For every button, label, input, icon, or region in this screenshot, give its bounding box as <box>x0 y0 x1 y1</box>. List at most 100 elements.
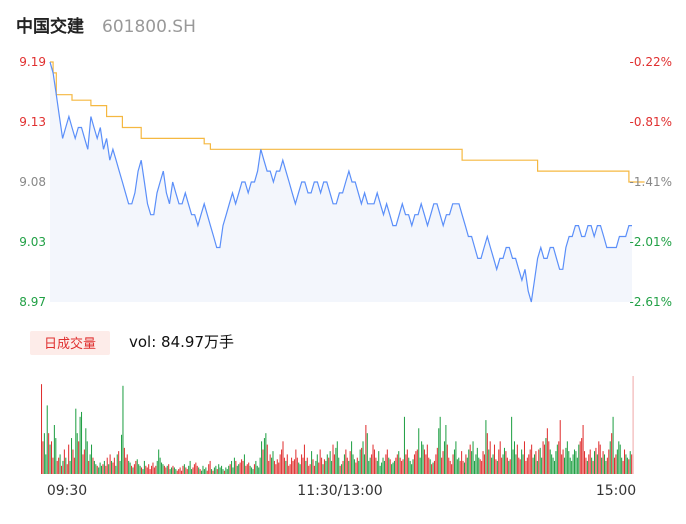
volume-bar <box>429 459 431 474</box>
volume-bar <box>256 465 258 474</box>
volume-bar <box>371 454 373 474</box>
volume-bar <box>235 460 237 474</box>
volume-bar <box>45 454 47 474</box>
volume-bar <box>112 462 114 474</box>
volume-bar <box>271 457 273 474</box>
volume-bar <box>275 464 277 474</box>
volume-bar <box>283 457 285 474</box>
volume-bar <box>552 457 554 474</box>
volume-bar <box>395 457 397 474</box>
volume-bar <box>291 457 293 474</box>
volume-bar <box>96 465 98 474</box>
pct-tick-5: -2.61% <box>630 295 672 309</box>
volume-bar <box>603 454 606 474</box>
volume-bar <box>402 459 404 474</box>
volume-bar <box>391 464 393 474</box>
volume-bar <box>228 465 230 474</box>
volume-bar <box>518 457 520 474</box>
volume-bar <box>321 457 323 474</box>
volume-bar <box>233 457 235 474</box>
volume-bar <box>533 454 536 474</box>
volume-bar <box>136 459 138 474</box>
volume-bar <box>43 433 45 474</box>
volume-bar <box>398 451 400 474</box>
volume-bar <box>89 454 91 474</box>
volume-bar <box>375 457 377 474</box>
volume-bar <box>206 470 208 474</box>
volume-bar <box>388 457 390 474</box>
volume-bar <box>42 441 44 474</box>
volume-bar <box>569 457 571 474</box>
volume-bar <box>221 465 223 474</box>
volume-bar <box>502 454 504 474</box>
volume-bar <box>253 464 255 474</box>
volume-bar <box>249 465 251 474</box>
volume-bar <box>426 444 428 474</box>
volume-bar <box>109 454 111 474</box>
volume-bar <box>428 457 430 474</box>
price-tick-1: 9.19 <box>19 55 46 69</box>
volume-bar <box>339 465 341 474</box>
volume-bar <box>549 449 551 474</box>
volume-bar <box>146 467 148 474</box>
volume-tab-label[interactable]: 日成交量 <box>44 336 96 352</box>
volume-bar <box>611 433 613 474</box>
volume-bar <box>203 469 205 474</box>
volume-bar <box>268 460 270 474</box>
volume-bar <box>559 420 561 474</box>
avg-price-line <box>50 61 645 183</box>
volume-bar <box>225 467 227 474</box>
volume-bar <box>142 469 144 474</box>
volume-bar <box>624 449 626 474</box>
volume-tab-bg[interactable] <box>30 331 110 355</box>
volume-bar <box>553 460 556 474</box>
volume-bar <box>423 449 425 474</box>
volume-bar <box>373 449 375 474</box>
volume-bar <box>418 428 420 474</box>
volume-bar <box>92 457 94 474</box>
volume-bar <box>53 425 55 474</box>
volume-bar <box>108 464 110 474</box>
time-label-open: 09:30 <box>47 483 87 499</box>
volume-bar <box>322 464 324 474</box>
volume-bar <box>614 457 616 474</box>
volume-bar <box>102 464 104 474</box>
volume-bar <box>61 465 63 474</box>
volume-bar <box>579 441 581 474</box>
volume-bar <box>72 449 74 474</box>
volume-bar <box>413 454 415 474</box>
volume-bar <box>546 428 548 474</box>
volume-bar <box>522 454 524 474</box>
volume-bar <box>212 470 214 474</box>
volume-bar <box>91 444 93 474</box>
volume-bar <box>596 454 598 474</box>
volume-bar <box>296 457 298 474</box>
volume-bar <box>158 449 160 474</box>
stock-name: 中国交建 <box>16 16 84 37</box>
volume-bar <box>248 462 250 474</box>
volume-bar <box>105 465 107 474</box>
volume-bar <box>548 441 550 474</box>
volume-bar <box>439 416 441 474</box>
volume-bar <box>562 449 564 474</box>
volume-bar <box>473 460 475 474</box>
volume-bar <box>342 460 344 474</box>
volume-bar <box>195 462 197 474</box>
volume-bar <box>609 441 611 474</box>
volume-bar <box>582 425 584 474</box>
volume-bar <box>289 464 291 474</box>
volume-bar <box>356 457 358 474</box>
volume-bar <box>133 464 135 474</box>
volume-bar <box>326 454 328 474</box>
price-tick-5: 8.97 <box>19 295 46 309</box>
volume-bar <box>406 449 408 474</box>
volume-bar <box>591 457 593 474</box>
volume-bar <box>166 465 168 474</box>
volume-bar <box>515 454 517 474</box>
volume-bar <box>498 449 500 474</box>
volume-bar <box>285 460 287 474</box>
volume-bar <box>295 449 297 474</box>
volume-bar <box>555 451 557 474</box>
volume-bar <box>526 457 528 474</box>
